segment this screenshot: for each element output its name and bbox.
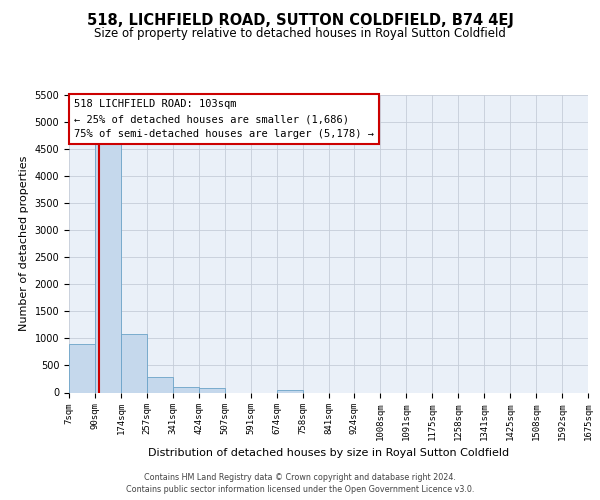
X-axis label: Distribution of detached houses by size in Royal Sutton Coldfield: Distribution of detached houses by size … — [148, 448, 509, 458]
Y-axis label: Number of detached properties: Number of detached properties — [19, 156, 29, 332]
Bar — [147, 377, 173, 392]
Text: Size of property relative to detached houses in Royal Sutton Coldfield: Size of property relative to detached ho… — [94, 28, 506, 40]
Bar — [95, 144, 121, 392]
Bar — [121, 334, 147, 392]
Text: Contains HM Land Registry data © Crown copyright and database right 2024.
Contai: Contains HM Land Registry data © Crown c… — [126, 472, 474, 494]
Text: 518, LICHFIELD ROAD, SUTTON COLDFIELD, B74 4EJ: 518, LICHFIELD ROAD, SUTTON COLDFIELD, B… — [86, 12, 514, 28]
Bar — [277, 390, 302, 392]
Text: 518 LICHFIELD ROAD: 103sqm
← 25% of detached houses are smaller (1,686)
75% of s: 518 LICHFIELD ROAD: 103sqm ← 25% of deta… — [74, 100, 374, 139]
Bar — [69, 344, 95, 393]
Bar — [199, 388, 224, 392]
Bar — [173, 388, 199, 392]
